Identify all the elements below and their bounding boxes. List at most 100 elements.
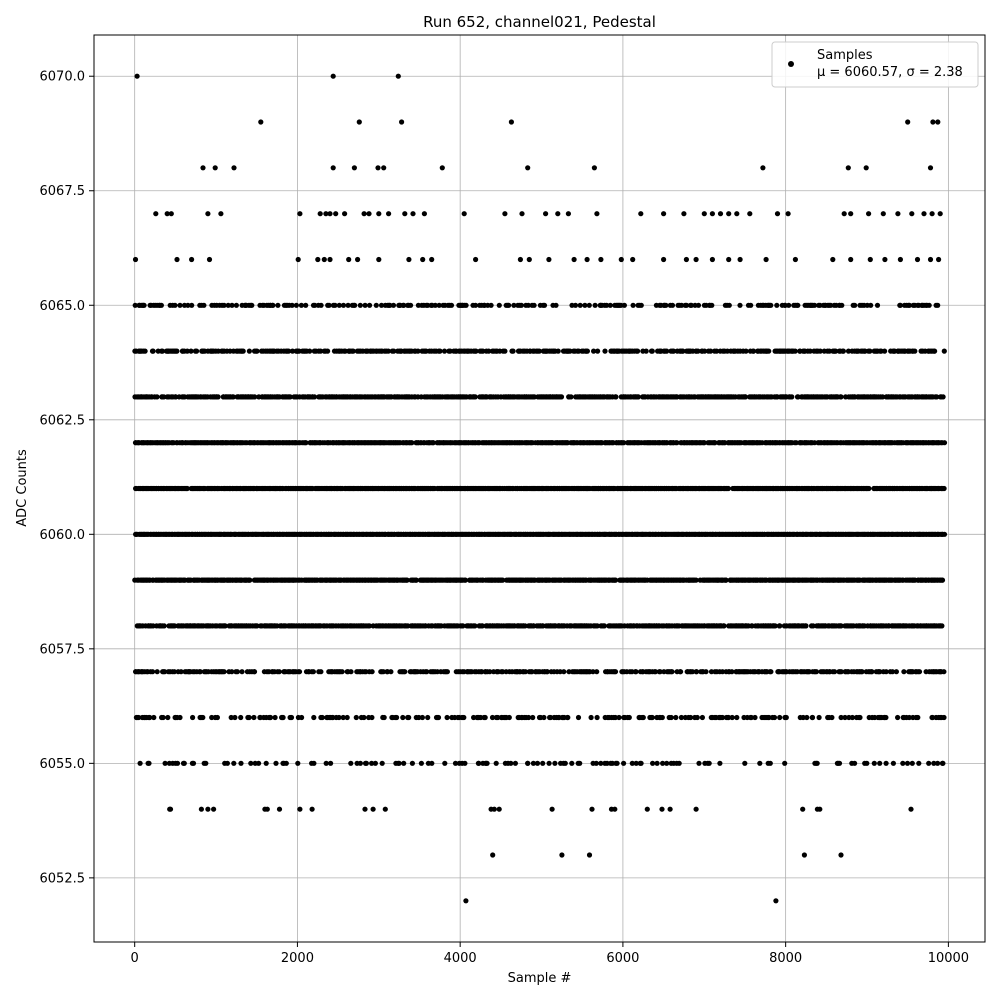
data-point bbox=[941, 714, 947, 721]
data-point bbox=[177, 714, 183, 721]
data-point bbox=[142, 348, 148, 354]
data-point bbox=[657, 669, 663, 675]
data-point bbox=[482, 714, 488, 721]
data-point bbox=[318, 348, 324, 354]
data-point bbox=[901, 669, 907, 675]
data-point bbox=[714, 348, 720, 354]
data-point bbox=[694, 669, 700, 675]
data-point bbox=[311, 714, 317, 721]
data-point bbox=[369, 714, 375, 721]
data-point bbox=[141, 302, 147, 308]
data-point bbox=[463, 302, 469, 308]
data-point bbox=[378, 302, 385, 308]
data-point bbox=[289, 302, 295, 308]
data-point bbox=[161, 623, 167, 629]
data-point bbox=[441, 348, 448, 354]
data-point bbox=[726, 302, 732, 308]
data-point bbox=[729, 714, 735, 721]
data-point bbox=[369, 669, 375, 675]
data-point bbox=[833, 348, 839, 354]
data-point bbox=[461, 714, 467, 721]
data-point bbox=[240, 348, 246, 354]
data-point bbox=[332, 302, 338, 308]
data-point bbox=[771, 714, 778, 721]
data-point bbox=[172, 302, 178, 308]
data-point bbox=[792, 348, 798, 354]
data-point bbox=[350, 348, 356, 354]
data-point bbox=[511, 302, 517, 308]
data-point bbox=[626, 714, 632, 721]
data-point bbox=[288, 714, 295, 721]
data-point bbox=[413, 577, 419, 583]
data-point bbox=[748, 714, 754, 721]
data-point bbox=[795, 302, 801, 308]
data-point bbox=[838, 394, 844, 400]
data-point bbox=[935, 302, 941, 308]
data-point bbox=[525, 302, 531, 308]
data-point bbox=[380, 669, 386, 675]
data-point bbox=[889, 669, 896, 675]
data-point bbox=[280, 714, 286, 721]
data-point bbox=[719, 714, 726, 721]
data-point bbox=[689, 669, 696, 675]
data-point bbox=[158, 302, 164, 308]
data-point bbox=[916, 669, 923, 675]
data-point bbox=[783, 714, 789, 721]
data-point bbox=[289, 348, 296, 354]
data-point bbox=[221, 302, 227, 308]
data-point bbox=[693, 577, 699, 583]
data-point bbox=[590, 669, 596, 675]
data-point bbox=[612, 714, 619, 721]
data-point bbox=[174, 760, 181, 766]
data-point bbox=[415, 348, 421, 354]
data-point bbox=[708, 348, 714, 354]
data-point bbox=[859, 669, 865, 675]
data-point bbox=[340, 714, 346, 721]
data-point bbox=[640, 714, 646, 721]
data-point bbox=[325, 348, 331, 354]
data-point bbox=[286, 348, 292, 354]
data-point bbox=[298, 302, 304, 308]
data-point bbox=[254, 623, 260, 629]
data-point bbox=[154, 394, 160, 400]
data-point bbox=[472, 302, 479, 308]
data-point bbox=[357, 302, 363, 308]
data-point bbox=[838, 714, 844, 721]
data-point bbox=[577, 302, 583, 308]
data-point bbox=[842, 714, 848, 721]
data-point bbox=[401, 302, 407, 308]
data-point bbox=[209, 714, 215, 721]
data-point bbox=[276, 669, 282, 675]
data-point bbox=[188, 348, 194, 354]
data-point bbox=[385, 348, 391, 354]
data-point bbox=[487, 669, 493, 675]
data-point bbox=[565, 714, 571, 721]
data-point bbox=[252, 394, 258, 400]
data-point bbox=[866, 485, 872, 492]
data-point bbox=[877, 669, 883, 675]
data-point bbox=[391, 348, 397, 354]
data-point bbox=[678, 714, 685, 721]
data-point bbox=[813, 669, 820, 675]
data-point bbox=[247, 577, 253, 583]
data-point bbox=[723, 577, 729, 583]
data-point bbox=[743, 348, 749, 354]
data-point bbox=[165, 714, 171, 721]
data-point bbox=[344, 714, 350, 721]
data-point bbox=[132, 302, 138, 308]
data-point bbox=[607, 302, 613, 308]
data-point bbox=[472, 394, 478, 400]
data-point bbox=[594, 669, 600, 675]
data-point bbox=[272, 714, 278, 721]
data-point bbox=[336, 714, 342, 721]
data-point bbox=[406, 714, 412, 721]
data-point bbox=[296, 669, 303, 675]
data-point bbox=[367, 302, 373, 308]
data-point bbox=[912, 348, 918, 354]
data-point bbox=[601, 623, 608, 629]
data-point bbox=[895, 714, 901, 721]
data-point bbox=[488, 302, 494, 308]
data-point bbox=[906, 302, 913, 308]
data-point bbox=[941, 440, 948, 446]
